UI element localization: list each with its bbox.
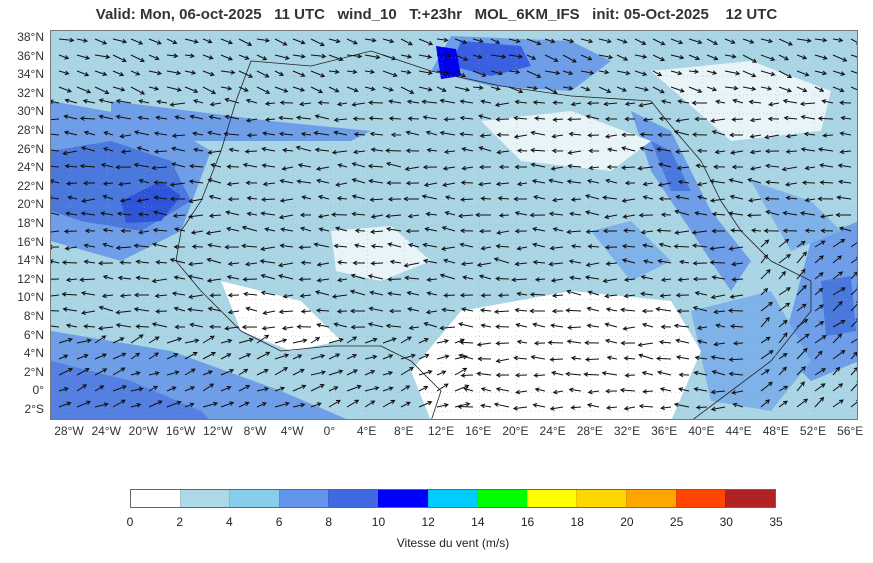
latitude-label: 22°N — [17, 178, 44, 193]
longitude-label: 20°W — [128, 424, 159, 438]
colorbar-tick-label: 30 — [719, 515, 733, 529]
latitude-label: 32°N — [17, 85, 44, 100]
longitude-label: 56°E — [837, 424, 864, 438]
colorbar-tick-label: 18 — [570, 515, 584, 529]
colorbar-label: Vitesse du vent (m/s) — [396, 536, 510, 550]
longitude-label: 4°W — [280, 424, 304, 438]
map-title: Valid: Mon, 06-oct-2025 11 UTC wind_10 T… — [95, 6, 778, 23]
latitude-label: 6°N — [23, 327, 44, 342]
colorbar-segment — [378, 490, 428, 507]
latitude-label: 10°N — [17, 290, 44, 305]
longitude-label: 32°E — [613, 424, 641, 438]
colorbar-tick-label: 16 — [520, 515, 535, 529]
latitude-label: 0° — [32, 383, 44, 398]
colorbar-segment — [427, 490, 478, 507]
latitude-label: 24°N — [17, 160, 44, 175]
colorbar-tick-label: 25 — [669, 515, 684, 529]
wind-field — [51, 31, 857, 419]
longitude-label: 8°W — [243, 424, 267, 438]
latitude-label: 30°N — [17, 104, 44, 119]
colorbar-segment — [179, 490, 230, 507]
colorbar — [130, 489, 776, 508]
longitude-label: 52°E — [799, 424, 827, 438]
wind-map — [50, 30, 858, 420]
colorbar-tick-label: 6 — [275, 515, 283, 529]
latitude-label: 20°N — [17, 197, 44, 212]
longitude-label: 24°W — [91, 424, 121, 438]
colorbar-tick-label: 0 — [126, 515, 134, 529]
longitude-label: 28°E — [576, 424, 603, 438]
longitude-label: 16°E — [465, 424, 492, 438]
latitude-label: 18°N — [17, 216, 44, 230]
colorbar-tick-label: 8 — [325, 515, 333, 529]
colorbar-segment — [675, 490, 726, 507]
colorbar-tick-label: 14 — [471, 515, 485, 529]
longitude-label: 8°E — [394, 424, 414, 438]
colorbar-segment — [626, 490, 676, 507]
longitude-label: 20°E — [502, 424, 529, 438]
colorbar-tick-label: 2 — [176, 515, 184, 529]
latitude-label: 2°S — [24, 402, 44, 416]
latitude-label: 16°N — [17, 234, 44, 249]
longitude-label: 4°E — [356, 424, 377, 438]
latitude-label: 28°N — [17, 123, 44, 137]
longitude-label: 12°W — [203, 424, 233, 438]
latitude-label: 8°N — [23, 309, 44, 323]
colorbar-tick-label: 4 — [226, 515, 233, 529]
colorbar-segment — [725, 490, 775, 507]
longitude-label: 36°E — [651, 424, 678, 438]
longitude-label: 24°E — [539, 424, 566, 438]
latitude-label: 36°N — [17, 48, 44, 63]
colorbar-segment — [526, 490, 577, 507]
latitude-label: 26°N — [17, 141, 44, 156]
colorbar-tick-label: 10 — [371, 515, 386, 529]
longitude-label: 44°E — [725, 424, 752, 438]
latitude-label: 34°N — [17, 67, 44, 82]
colorbar-tick-label: 35 — [769, 515, 783, 529]
longitude-label: 12°E — [427, 424, 455, 438]
colorbar-tick-label: 12 — [421, 515, 435, 529]
colorbar-segment — [477, 490, 527, 507]
latitude-label: 14°N — [17, 253, 44, 268]
longitude-label: 0° — [323, 424, 336, 438]
longitude-label: 28°W — [54, 424, 84, 438]
latitude-label: 2°N — [23, 364, 44, 379]
longitude-label: 40°E — [688, 424, 715, 438]
latitude-label: 12°N — [17, 271, 44, 286]
longitude-label: 16°W — [165, 424, 196, 438]
colorbar-segment — [229, 490, 279, 507]
longitude-label: 48°E — [762, 424, 789, 438]
colorbar-segment — [576, 490, 627, 507]
colorbar-segment — [328, 490, 379, 507]
latitude-label: 4°N — [23, 346, 44, 361]
colorbar-segment — [131, 490, 180, 507]
colorbar-segment — [278, 490, 329, 507]
colorbar-tick-label: 20 — [620, 515, 634, 529]
latitude-label: 38°N — [17, 30, 44, 44]
